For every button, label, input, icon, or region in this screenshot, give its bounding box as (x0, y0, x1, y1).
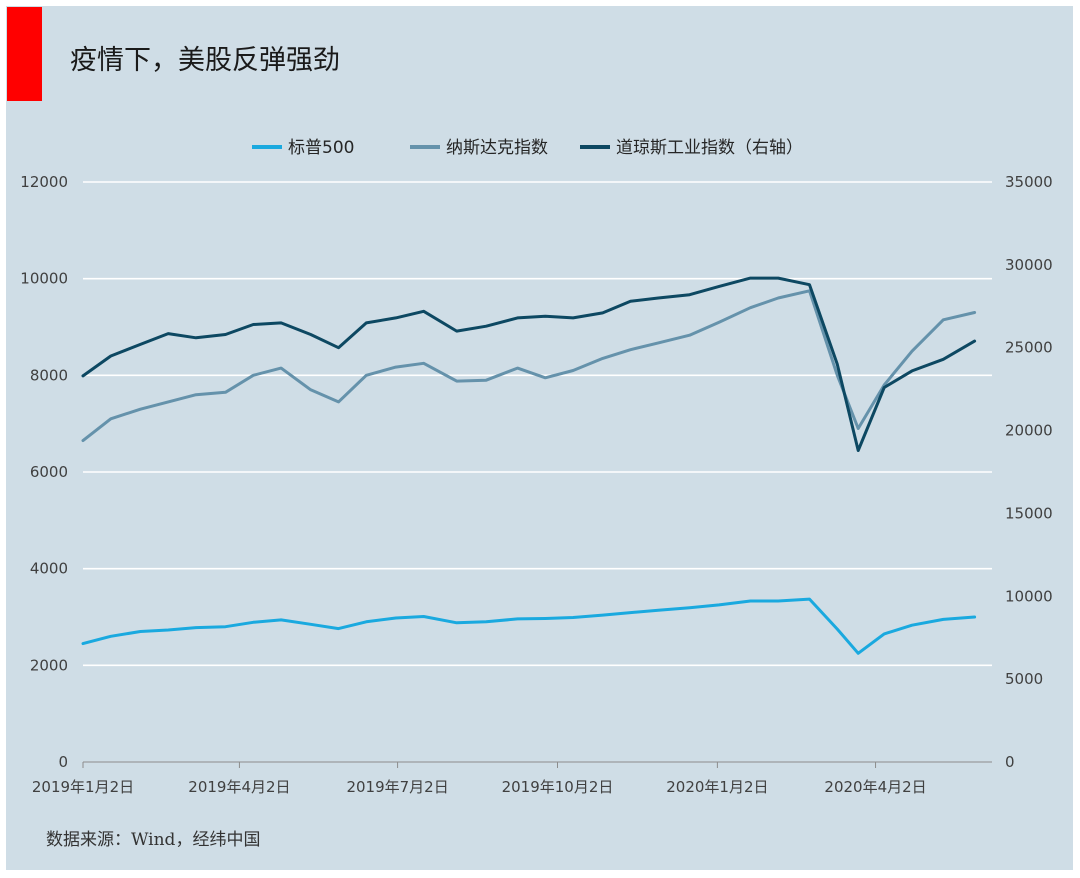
legend-label-dow: 道琼斯工业指数（右轴） (616, 138, 803, 158)
x-tick-label: 2020年1月2日 (666, 778, 768, 796)
page-title: 疫情下，美股反弹强劲 (70, 45, 340, 76)
right-axis: 0 5000 10000 15000 20000 25000 30000 35000 (1005, 173, 1053, 771)
legend: 标普500 纳斯达克指数 道琼斯工业指数（右轴） (252, 138, 803, 158)
left-axis: 0 2000 4000 6000 8000 10000 12000 (20, 173, 68, 771)
y-right-tick-label: 0 (1005, 753, 1015, 771)
x-tick-label: 2019年10月2日 (502, 778, 614, 796)
y-left-tick-label: 2000 (30, 656, 68, 674)
y-right-tick-label: 5000 (1005, 670, 1043, 688)
legend-label-nasdaq: 纳斯达克指数 (446, 138, 548, 158)
legend-label-sp500: 标普500 (288, 138, 354, 158)
y-right-tick-label: 10000 (1005, 587, 1053, 605)
series-line-nasdaq (81, 289, 977, 443)
y-left-tick-label: 0 (58, 753, 68, 771)
series-line-dow (81, 276, 977, 452)
source-note: 数据来源：Wind，经纬中国 (46, 830, 261, 850)
y-right-tick-label: 20000 (1005, 422, 1053, 440)
series-line-sp500 (81, 597, 977, 655)
y-left-tick-label: 10000 (20, 270, 68, 288)
y-right-tick-label: 35000 (1005, 173, 1053, 191)
y-left-tick-label: 6000 (30, 463, 68, 481)
x-axis: 2019年1月2日 2019年4月2日 2019年7月2日 2019年10月2日 202… (32, 761, 992, 796)
accent-bar (7, 7, 42, 101)
y-left-tick-label: 4000 (30, 560, 68, 578)
chart-panel (6, 6, 1073, 870)
x-tick-label: 2019年4月2日 (188, 778, 290, 796)
y-right-tick-label: 15000 (1005, 504, 1053, 522)
x-tick-label: 2019年7月2日 (346, 778, 448, 796)
x-tick-label: 2020年4月2日 (824, 778, 926, 796)
y-right-tick-label: 30000 (1005, 256, 1053, 274)
y-right-tick-label: 25000 (1005, 339, 1053, 357)
series-layer (81, 276, 977, 655)
y-left-tick-label: 8000 (30, 366, 68, 384)
y-left-tick-label: 12000 (20, 173, 68, 191)
x-tick-label: 2019年1月2日 (32, 778, 134, 796)
